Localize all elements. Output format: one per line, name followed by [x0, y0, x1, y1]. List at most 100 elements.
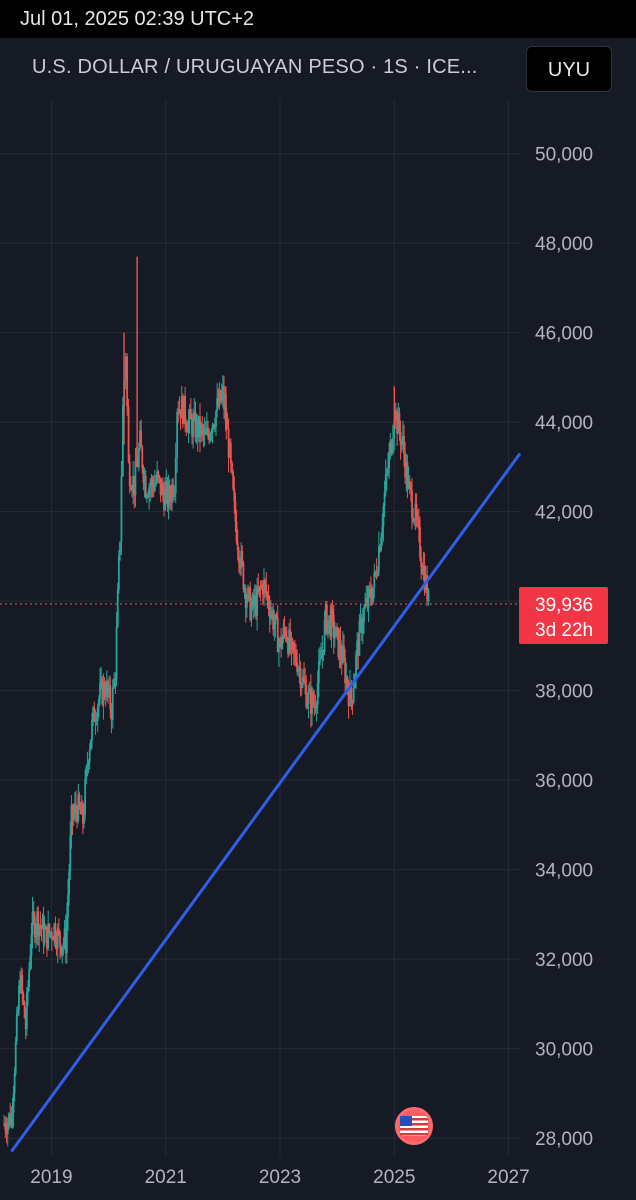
candle-body — [165, 481, 168, 490]
candle — [52, 936, 54, 941]
candle — [384, 459, 387, 497]
candle — [46, 926, 48, 957]
candle-body — [184, 395, 187, 423]
candle — [185, 418, 188, 437]
candle — [300, 682, 303, 696]
candle-body — [203, 430, 206, 435]
candle — [127, 398, 130, 464]
candle-body — [50, 931, 53, 939]
candle — [277, 637, 280, 668]
candle — [54, 916, 57, 950]
candle — [126, 353, 129, 416]
candle — [67, 879, 69, 931]
candle-body — [171, 484, 173, 502]
candle — [79, 801, 82, 815]
candle — [285, 626, 288, 644]
candle — [140, 419, 143, 448]
candle — [57, 918, 60, 936]
candle — [420, 546, 423, 580]
candle — [291, 637, 294, 654]
candle — [408, 475, 411, 495]
candle — [21, 968, 24, 1006]
candle-body — [231, 462, 233, 472]
price-chart[interactable]: 28,000 30,000 32,000 34,000 36,000 38,000 42,0… — [0, 100, 636, 1200]
candle-body — [164, 489, 167, 510]
candle-body — [226, 428, 229, 430]
candle-body — [268, 607, 271, 619]
symbol-title[interactable]: U.S. DOLLAR / URUGUAYAN PESO · 1S · ICE.… — [32, 56, 478, 78]
candle-body — [209, 433, 212, 441]
candle-body — [276, 617, 279, 653]
candle — [287, 637, 289, 658]
candle-body — [27, 986, 29, 993]
candle — [159, 477, 162, 503]
candle — [73, 792, 76, 822]
candle-body — [332, 614, 335, 639]
candle — [210, 428, 213, 442]
candle-body — [361, 622, 364, 633]
candle-body — [282, 626, 285, 640]
candle-body — [42, 917, 45, 944]
candle-body — [97, 698, 100, 708]
candle — [400, 438, 403, 453]
currency-button[interactable]: UYU — [526, 46, 612, 92]
candle — [411, 478, 413, 530]
candle-body — [46, 926, 48, 949]
candle-body — [160, 484, 163, 496]
candle — [407, 466, 410, 490]
candle-body — [297, 668, 300, 672]
candle — [103, 677, 106, 700]
us-flag-icon[interactable] — [395, 1107, 433, 1145]
candle-body — [293, 651, 296, 653]
candle-body — [120, 476, 123, 543]
candle-body — [116, 589, 119, 627]
candle — [61, 946, 64, 964]
candle-body — [329, 615, 332, 637]
candle-body — [92, 707, 95, 720]
candle — [194, 401, 197, 443]
candle-body — [152, 485, 155, 491]
trend-line[interactable] — [10, 452, 522, 1153]
candle-body — [35, 929, 37, 938]
candle — [365, 585, 368, 607]
candle-body — [151, 479, 154, 486]
candle-body — [169, 497, 172, 502]
candle — [347, 679, 350, 719]
candle-body — [300, 685, 303, 689]
status-bar: Jul 01, 2025 02:39 UTC+2 — [0, 0, 636, 38]
candle — [360, 613, 363, 641]
candle — [189, 397, 192, 419]
candle — [333, 621, 336, 648]
candle-body — [20, 974, 23, 991]
candle-body — [75, 804, 77, 812]
candle — [387, 453, 389, 477]
candle-body — [351, 700, 354, 703]
candle-body — [350, 682, 353, 701]
candle-body — [330, 608, 333, 637]
candle — [114, 672, 117, 694]
candle-body — [288, 629, 291, 654]
candle-body — [186, 428, 189, 433]
candle — [197, 416, 200, 443]
candle-body — [163, 493, 165, 510]
candle — [3, 1114, 5, 1127]
candle — [307, 684, 310, 719]
candle-body — [32, 911, 35, 917]
candle — [330, 602, 333, 649]
candle — [24, 1007, 27, 1040]
candle — [297, 665, 300, 678]
candle-body — [260, 584, 263, 588]
candle — [375, 558, 378, 580]
candle — [329, 605, 332, 641]
candle — [248, 586, 251, 602]
candle-body — [128, 461, 131, 487]
candle-body — [220, 393, 223, 402]
candle — [23, 1000, 26, 1019]
candle-body — [236, 542, 239, 550]
candle-body — [316, 683, 319, 705]
candle-body — [396, 410, 399, 434]
candle-body — [180, 396, 183, 419]
candle-body — [259, 586, 262, 588]
candle — [232, 469, 235, 491]
candle-body — [273, 624, 276, 630]
